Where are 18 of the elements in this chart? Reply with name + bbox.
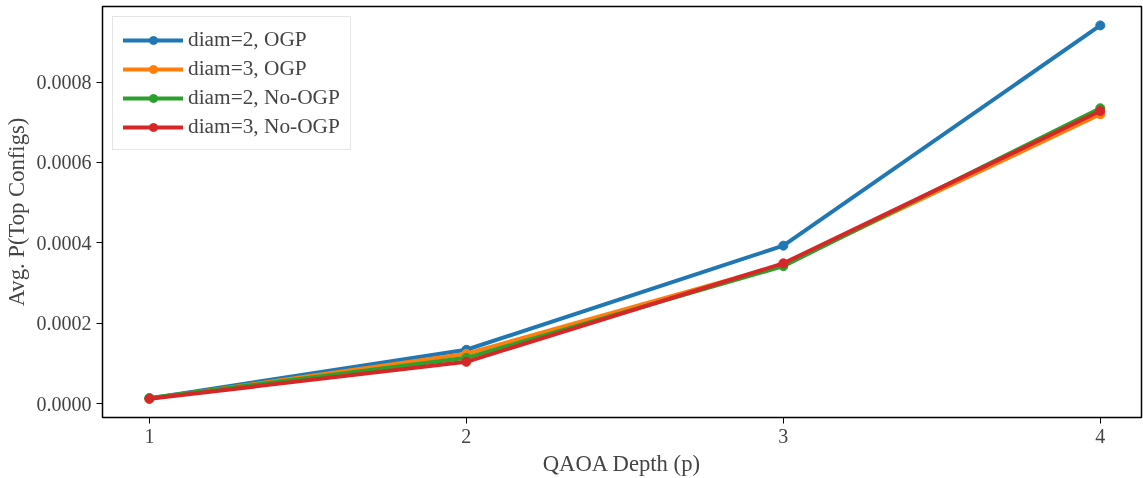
y-tick-label: 0.0002 xyxy=(36,312,92,335)
point xyxy=(461,356,472,367)
legend-label: diam=2, OGP xyxy=(188,27,307,52)
y-tick-label: 0.0000 xyxy=(36,392,92,415)
x-tick-label: 2 xyxy=(461,424,472,447)
y-axis-title: Avg. P(Top Configs) xyxy=(3,117,29,307)
x-tick-label: 3 xyxy=(778,424,789,447)
legend-label: diam=3, OGP xyxy=(188,56,307,81)
x-tick-label: 1 xyxy=(144,424,155,447)
point xyxy=(778,240,789,251)
legend-label: diam=3, No-OGP xyxy=(188,114,340,139)
y-tick-label: 0.0006 xyxy=(36,151,92,174)
y-tick-label: 0.0008 xyxy=(36,71,92,94)
x-axis-title: QAOA Depth (p) xyxy=(542,450,701,476)
legend-label: diam=2, No-OGP xyxy=(188,85,340,110)
point xyxy=(1095,20,1106,31)
y-tick-label: 0.0004 xyxy=(36,231,92,254)
x-tick-label: 4 xyxy=(1095,424,1106,447)
